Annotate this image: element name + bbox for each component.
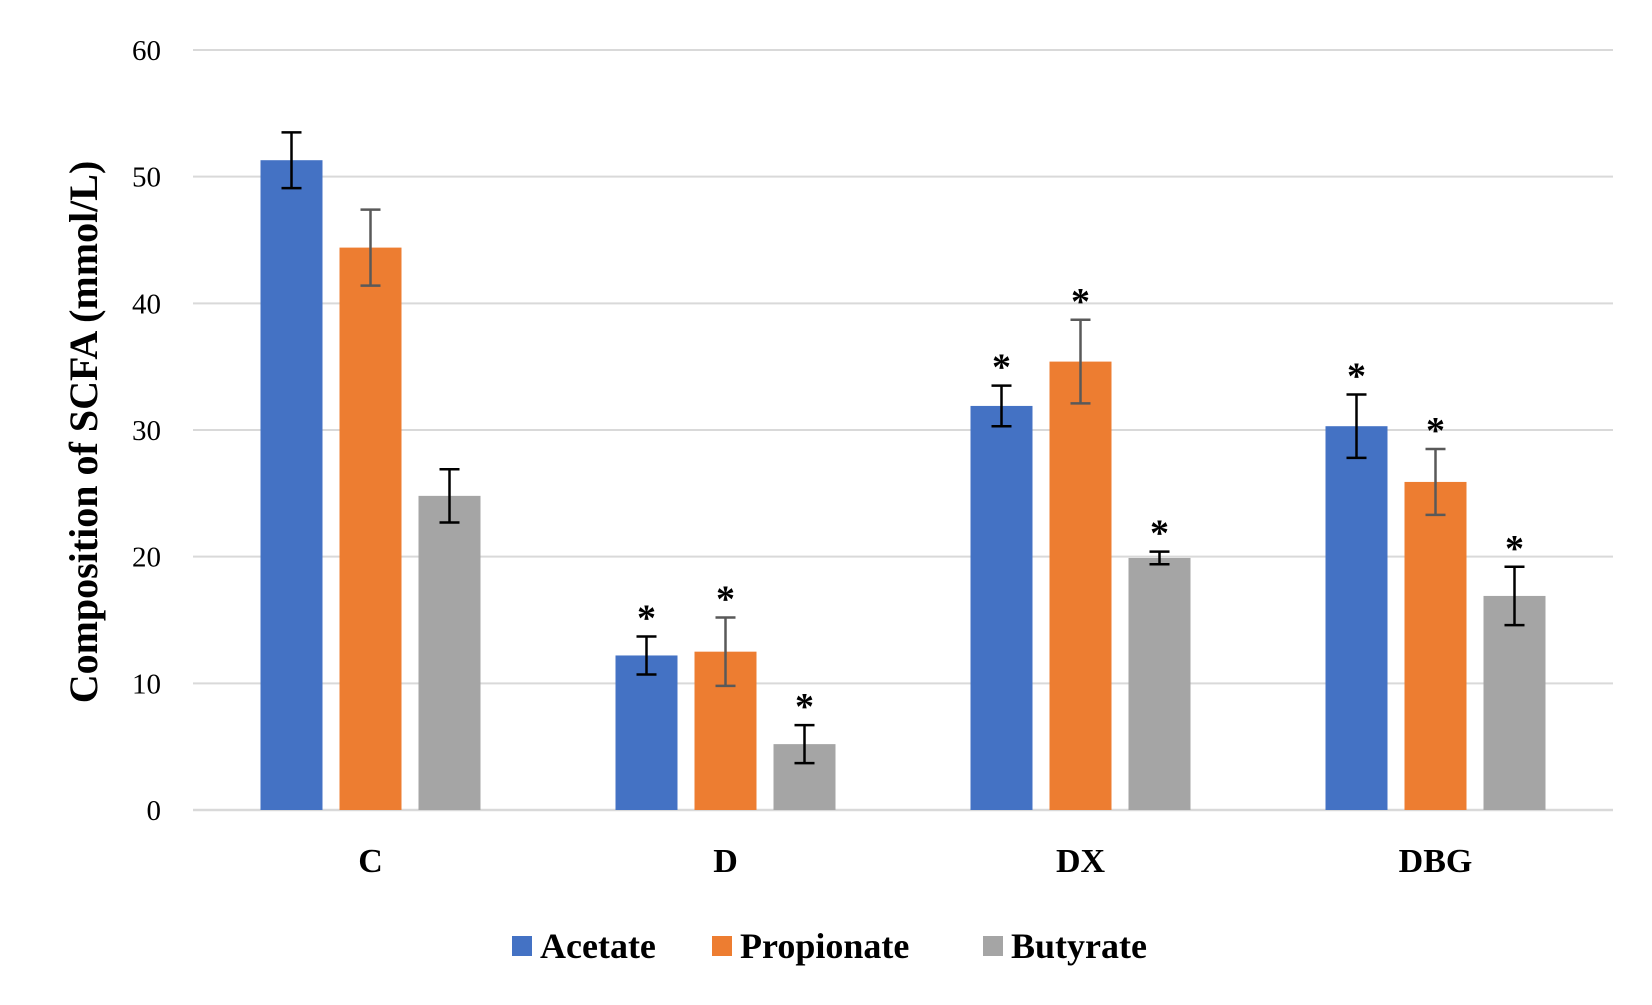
legend-swatch-propionate [712, 936, 732, 956]
bar-butyrate [1483, 595, 1546, 810]
bar-butyrate [1128, 557, 1191, 810]
significance-markers: * * * * * * * * * [637, 281, 1524, 728]
x-axis-categories: C D DX DBG [358, 843, 1472, 880]
x-category-label: D [713, 843, 738, 880]
significance-star: * [992, 347, 1011, 389]
bars [260, 160, 1546, 811]
x-category-label: DBG [1399, 843, 1473, 880]
legend-swatch-acetate [512, 936, 532, 956]
significance-star: * [716, 578, 735, 620]
bar-acetate [970, 405, 1033, 810]
legend: Acetate Propionate Butyrate [512, 926, 1147, 966]
x-category-label: C [358, 843, 383, 880]
y-axis-ticks: 0 10 20 30 40 50 60 [132, 35, 161, 827]
y-tick-label: 10 [132, 668, 161, 700]
bar-propionate [339, 247, 402, 811]
significance-star: * [1426, 410, 1445, 452]
y-tick-label: 20 [132, 542, 161, 574]
bar-acetate [260, 160, 323, 810]
bar-acetate [615, 655, 678, 810]
y-tick-label: 40 [132, 288, 161, 320]
bar-butyrate [418, 495, 481, 810]
bar-propionate [1049, 361, 1112, 810]
significance-star: * [795, 686, 814, 728]
legend-label-butyrate: Butyrate [1011, 926, 1147, 966]
bar-propionate [1404, 481, 1467, 810]
legend-label-propionate: Propionate [740, 926, 909, 966]
y-tick-label: 60 [132, 35, 161, 67]
legend-label-acetate: Acetate [540, 926, 656, 966]
y-axis-label: Composition of SCFA (mmol/L) [61, 161, 106, 704]
significance-star: * [1505, 528, 1524, 570]
significance-star: * [1347, 356, 1366, 398]
significance-star: * [1071, 281, 1090, 323]
x-category-label: DX [1056, 843, 1106, 880]
significance-star: * [1150, 513, 1169, 555]
error-bars [281, 131, 1525, 765]
gridlines [193, 49, 1613, 812]
y-tick-label: 50 [132, 162, 161, 194]
legend-swatch-butyrate [983, 936, 1003, 956]
y-tick-label: 0 [147, 795, 162, 827]
bar-acetate [1325, 426, 1388, 810]
y-tick-label: 30 [132, 415, 161, 447]
significance-star: * [637, 597, 656, 639]
